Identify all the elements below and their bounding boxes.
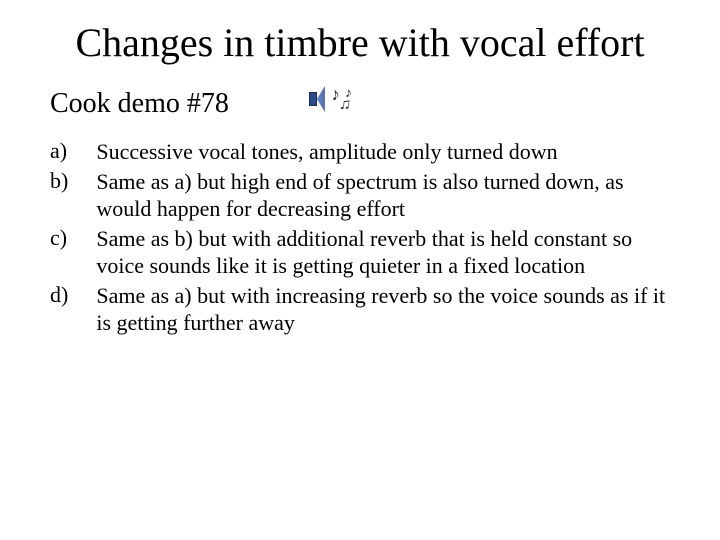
item-label: a): [50, 138, 96, 168]
item-label: b): [50, 168, 96, 225]
list-item: b) Same as a) but high end of spectrum i…: [50, 168, 670, 225]
item-desc: Same as a) but high end of spectrum is a…: [96, 168, 670, 225]
item-label: c): [50, 225, 96, 282]
options-list: a) Successive vocal tones, amplitude onl…: [50, 138, 670, 339]
page-title: Changes in timbre with vocal effort: [50, 20, 670, 66]
list-item: c) Same as b) but with additional reverb…: [50, 225, 670, 282]
subtitle-row: Cook demo #78 ♪ ♫ ♪: [50, 84, 670, 124]
list-item: a) Successive vocal tones, amplitude onl…: [50, 138, 670, 168]
speaker-music-icon[interactable]: ♪ ♫ ♪: [309, 84, 357, 124]
list-item: d) Same as a) but with increasing reverb…: [50, 282, 670, 339]
item-desc: Successive vocal tones, amplitude only t…: [96, 138, 670, 168]
item-desc: Same as b) but with additional reverb th…: [96, 225, 670, 282]
item-label: d): [50, 282, 96, 339]
item-desc: Same as a) but with increasing reverb so…: [96, 282, 670, 339]
demo-subtitle: Cook demo #78: [50, 88, 229, 120]
